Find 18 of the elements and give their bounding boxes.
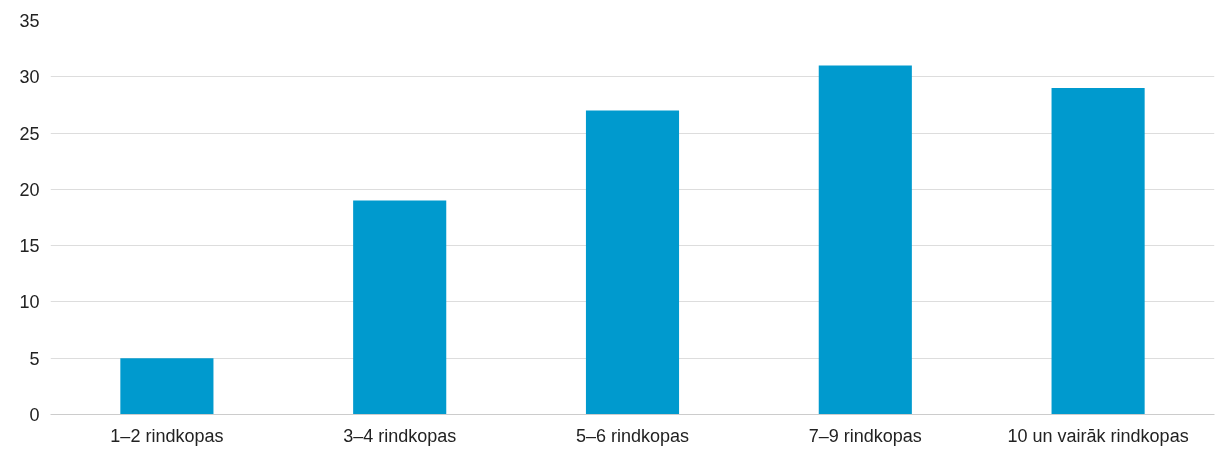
- x-tick-label: 1–2 rindkopas: [110, 425, 224, 446]
- y-tick-label: 30: [19, 67, 40, 88]
- y-tick-label: 20: [19, 179, 40, 200]
- y-tick-label: 15: [19, 236, 40, 257]
- bar: [585, 110, 680, 415]
- x-tick-label: 5–6 rindkopas: [575, 425, 690, 446]
- bar: [1051, 88, 1145, 415]
- y-tick-label: 0: [29, 405, 40, 425]
- y-tick-label: 35: [19, 11, 40, 31]
- x-tick-label: 3–4 rindkopas: [343, 425, 457, 446]
- y-tick-label: 25: [19, 123, 40, 144]
- y-tick-label: 5: [29, 348, 40, 369]
- x-tick-label: 7–9 rindkopas: [808, 425, 922, 446]
- bar: [353, 200, 447, 415]
- bar: [818, 65, 912, 415]
- bar: [120, 358, 214, 415]
- y-tick-label: 10: [19, 292, 40, 313]
- x-tick-label: 10 un vairāk rindkopas: [1007, 425, 1189, 446]
